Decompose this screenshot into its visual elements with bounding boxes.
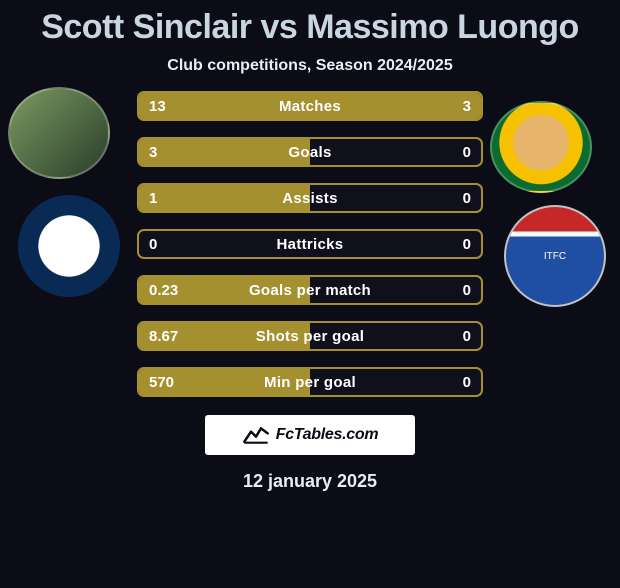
stat-value-left: 13 [139,98,209,115]
stat-metric-label: Goals [209,144,411,161]
stat-bar: 3Goals0 [137,137,483,167]
club-right-crest: ITFC [504,205,606,307]
stat-bars: 13Matches33Goals01Assists00Hattricks00.2… [137,91,483,397]
subtitle: Club competitions, Season 2024/2025 [0,57,620,75]
stat-bar: 0Hattricks0 [137,229,483,259]
stat-value-right: 0 [411,328,481,345]
stat-bar: 13Matches3 [137,91,483,121]
report-date: 12 january 2025 [0,471,620,492]
stat-metric-label: Hattricks [209,236,411,253]
stat-value-left: 0.23 [139,282,209,299]
stat-bar: 570Min per goal0 [137,367,483,397]
stat-bar: 8.67Shots per goal0 [137,321,483,351]
stat-value-left: 570 [139,374,209,391]
brand-chart-icon [242,425,270,445]
page-title: Scott Sinclair vs Massimo Luongo [0,8,620,47]
player-left-portrait [8,87,110,179]
stat-value-left: 0 [139,236,209,253]
stat-value-right: 0 [411,282,481,299]
stat-metric-label: Shots per goal [209,328,411,345]
stat-bar: 0.23Goals per match0 [137,275,483,305]
stat-bar: 1Assists0 [137,183,483,213]
comparison-panel: BRFC ITFC 13Matches33Goals01Assists00Hat… [0,87,620,397]
stat-value-right: 0 [411,236,481,253]
brand-badge: FcTables.com [205,415,415,455]
player-right-portrait [490,101,592,193]
club-left-crest: BRFC [18,195,120,297]
stat-value-right: 0 [411,374,481,391]
brand-text: FcTables.com [276,426,379,444]
stat-metric-label: Matches [209,98,411,115]
stat-value-left: 3 [139,144,209,161]
stat-metric-label: Min per goal [209,374,411,391]
stat-value-left: 8.67 [139,328,209,345]
stat-value-right: 3 [411,98,481,115]
stat-value-right: 0 [411,190,481,207]
stat-metric-label: Goals per match [209,282,411,299]
stat-metric-label: Assists [209,190,411,207]
stat-value-left: 1 [139,190,209,207]
stat-value-right: 0 [411,144,481,161]
